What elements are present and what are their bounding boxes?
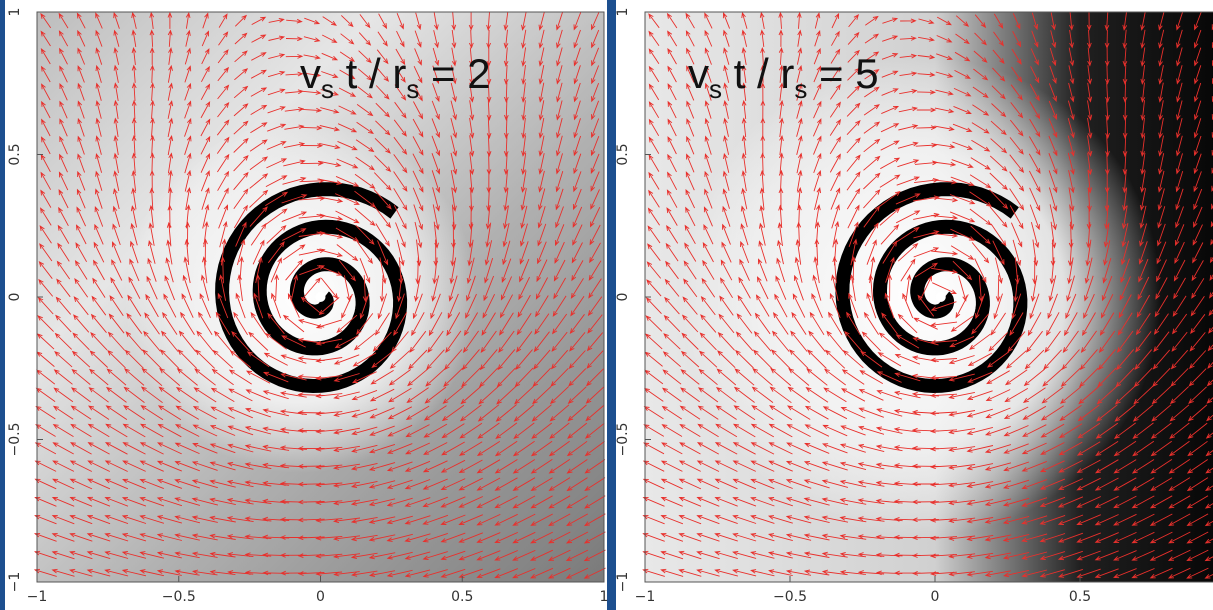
panel: −1−0.500.51−1−0.500.51vs t / rs = 2 <box>7 8 608 605</box>
x-tick-label: −0.5 <box>773 589 807 605</box>
x-tick-label: −1 <box>635 589 656 605</box>
annotation-part: s <box>321 74 334 104</box>
vortex-core <box>936 292 946 302</box>
panel: −1−0.500.5−1−0.500.51vs t / rs = 5 <box>615 8 1213 605</box>
x-tick-label: 0 <box>316 589 325 605</box>
y-tick-label: −1 <box>7 572 23 593</box>
y-tick-label: 0.5 <box>7 143 23 165</box>
figure: −1−0.500.51−1−0.500.51vs t / rs = 2−1−0.… <box>0 0 1213 610</box>
annotation-part: = 2 <box>419 50 490 97</box>
y-tick-label: 0.5 <box>615 143 631 165</box>
x-tick-label: 0.5 <box>451 589 473 605</box>
y-tick-label: 0 <box>615 293 631 302</box>
x-tick-label: 0.5 <box>1069 589 1091 605</box>
y-tick-label: 1 <box>7 8 23 17</box>
x-tick-label: 0 <box>931 589 940 605</box>
x-tick-label: 1 <box>600 589 609 605</box>
y-tick-label: −1 <box>615 572 631 593</box>
annotation-part: t / r <box>334 50 406 97</box>
annotation-part: s <box>794 74 807 104</box>
y-tick-label: −0.5 <box>615 423 631 457</box>
annotation-part: t / r <box>722 50 794 97</box>
x-tick-label: −0.5 <box>162 589 196 605</box>
annotation-part: = 5 <box>807 50 878 97</box>
annotation-part: v <box>688 50 709 97</box>
y-tick-label: −0.5 <box>7 423 23 457</box>
x-tick-label: −1 <box>27 589 48 605</box>
plots: −1−0.500.51−1−0.500.51vs t / rs = 2−1−0.… <box>7 8 1213 605</box>
y-tick-label: 1 <box>615 8 631 17</box>
y-tick-label: 0 <box>7 293 23 302</box>
annotation-part: s <box>406 74 419 104</box>
annotation-part: s <box>709 74 722 104</box>
annotation-part: v <box>300 50 321 97</box>
vortex-core <box>316 292 326 302</box>
